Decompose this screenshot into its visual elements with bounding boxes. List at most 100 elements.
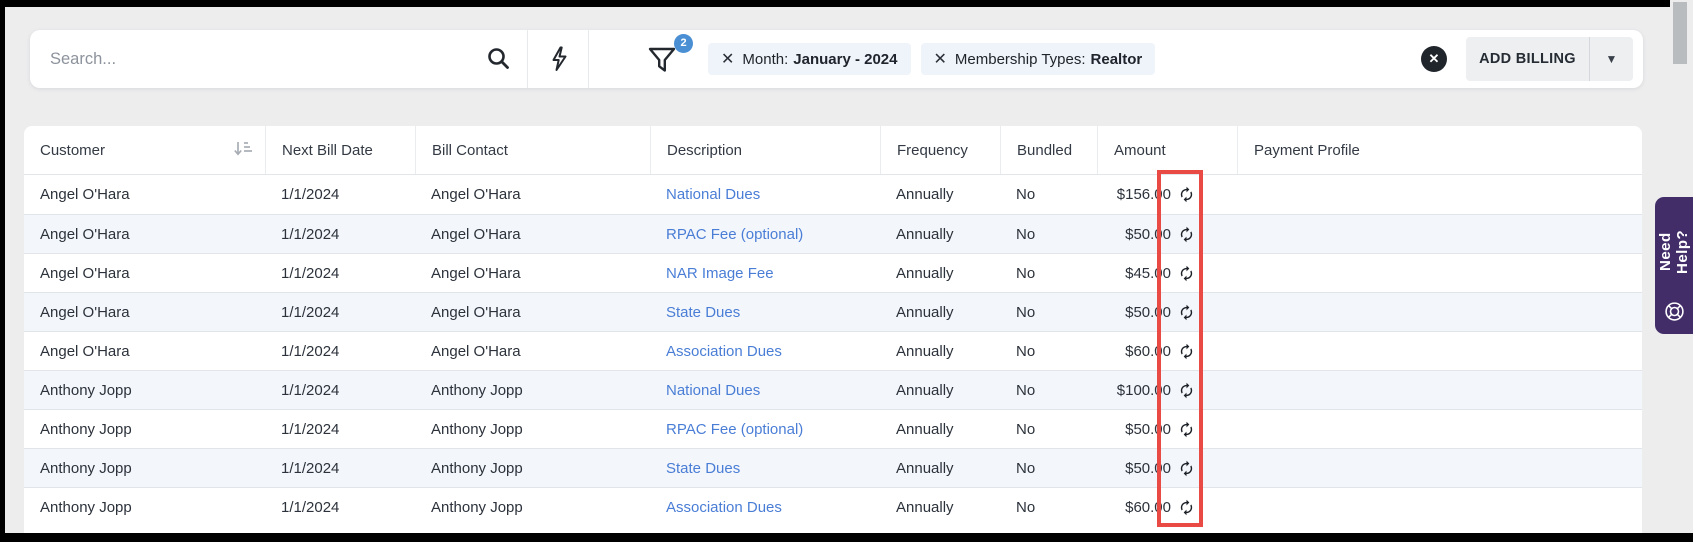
cell-customer: Angel O'Hara xyxy=(40,186,130,203)
cell-bill-contact: Angel O'Hara xyxy=(431,342,521,360)
column-header-description[interactable]: Description xyxy=(650,126,880,174)
cell-bundled: No xyxy=(1016,420,1036,438)
column-header-bundled[interactable]: Bundled xyxy=(1000,126,1097,174)
chip-remove-icon[interactable]: ✕ xyxy=(721,51,735,68)
add-billing-button[interactable]: ADD BILLING xyxy=(1466,37,1589,81)
column-header-label: Customer xyxy=(40,141,106,159)
column-header-bill-contact[interactable]: Bill Contact xyxy=(415,126,650,174)
cell-frequency: Annually xyxy=(896,498,954,516)
toolbar-divider xyxy=(588,30,589,88)
cell-bundled: No xyxy=(1016,459,1036,477)
cell-bundled: No xyxy=(1016,186,1036,203)
cell-amount: $50.00 xyxy=(1097,226,1237,243)
cell-frequency: Annually xyxy=(896,381,954,399)
cell-description: Association Dues xyxy=(650,343,880,360)
amount-value: $50.00 xyxy=(1125,303,1171,321)
recurring-billing-icon[interactable] xyxy=(1178,343,1195,360)
screenshot-border-bottom xyxy=(0,533,1693,542)
recurring-billing-icon[interactable] xyxy=(1178,186,1195,203)
add-billing-dropdown-button[interactable]: ▼ xyxy=(1590,37,1633,81)
recurring-billing-icon[interactable] xyxy=(1178,304,1195,321)
column-header-frequency[interactable]: Frequency xyxy=(880,126,1000,174)
description-link[interactable]: National Dues xyxy=(666,186,761,203)
cell-bill-contact: Angel O'Hara xyxy=(431,303,521,321)
cell-description: State Dues xyxy=(650,460,880,477)
column-header-amount[interactable]: Amount xyxy=(1097,126,1237,174)
chip-remove-icon[interactable]: ✕ xyxy=(933,51,947,68)
amount-value: $60.00 xyxy=(1125,498,1171,516)
cell-next-bill-date: 1/1/2024 xyxy=(281,303,340,321)
cell-bundled: No xyxy=(1016,303,1036,321)
cell-frequency: Annually xyxy=(896,225,954,243)
cell-next-bill-date: 1/1/2024 xyxy=(281,342,340,360)
recurring-billing-icon[interactable] xyxy=(1178,421,1195,438)
cell-frequency: Annually xyxy=(896,459,954,477)
table-header-row: Customer Next Bill Date Bill Contact Des… xyxy=(24,126,1642,175)
cell-next-bill-date: 1/1/2024 xyxy=(281,225,340,243)
description-link[interactable]: Association Dues xyxy=(666,342,782,360)
filters-button[interactable] xyxy=(646,46,678,79)
screenshot-border-left xyxy=(0,0,5,542)
recurring-billing-icon[interactable] xyxy=(1178,382,1195,399)
cell-next-bill-date: 1/1/2024 xyxy=(281,498,340,516)
sort-icon[interactable] xyxy=(233,140,253,161)
search-icon xyxy=(486,48,511,74)
cell-description: National Dues xyxy=(650,382,880,399)
table-row: Anthony Jopp 1/1/2024 Anthony Jopp Assoc… xyxy=(24,487,1642,526)
cell-bundled: No xyxy=(1016,264,1036,282)
cell-bundled: No xyxy=(1016,381,1036,399)
description-link[interactable]: RPAC Fee (optional) xyxy=(666,225,804,243)
cell-frequency: Annually xyxy=(896,342,954,360)
cell-amount: $60.00 xyxy=(1097,499,1237,516)
recurring-billing-icon[interactable] xyxy=(1178,499,1195,516)
cell-amount: $100.00 xyxy=(1097,382,1237,399)
recurring-billing-icon[interactable] xyxy=(1178,265,1195,282)
vertical-scrollbar-thumb[interactable] xyxy=(1673,2,1687,64)
cell-next-bill-date: 1/1/2024 xyxy=(281,381,340,399)
cell-bill-contact: Anthony Jopp xyxy=(431,459,523,477)
cell-description: National Dues xyxy=(650,186,880,203)
table-row: Angel O'Hara 1/1/2024 Angel O'Hara RPAC … xyxy=(24,214,1642,253)
description-link[interactable]: RPAC Fee (optional) xyxy=(666,420,804,438)
cell-customer: Angel O'Hara xyxy=(40,225,130,243)
lifebuoy-icon xyxy=(1664,301,1685,325)
cell-bill-contact: Anthony Jopp xyxy=(431,381,523,399)
add-billing-split-button: ADD BILLING ▼ xyxy=(1466,37,1633,81)
column-header-payment-profile[interactable]: Payment Profile xyxy=(1237,126,1642,174)
cell-next-bill-date: 1/1/2024 xyxy=(281,420,340,438)
cell-description: NAR Image Fee xyxy=(650,265,880,282)
column-header-customer[interactable]: Customer xyxy=(24,126,265,174)
column-header-next-bill-date[interactable]: Next Bill Date xyxy=(265,126,415,174)
clear-filters-button[interactable]: ✕ xyxy=(1421,46,1447,72)
cell-description: RPAC Fee (optional) xyxy=(650,421,880,438)
cell-bill-contact: Angel O'Hara xyxy=(431,225,521,243)
filter-funnel-icon xyxy=(646,47,678,79)
description-link[interactable]: National Dues xyxy=(666,381,761,399)
filter-chip-month[interactable]: ✕ Month: January - 2024 xyxy=(708,43,911,75)
cell-frequency: Annually xyxy=(896,303,954,321)
cell-customer: Angel O'Hara xyxy=(40,342,130,360)
description-link[interactable]: NAR Image Fee xyxy=(666,264,774,282)
recurring-billing-icon[interactable] xyxy=(1178,226,1195,243)
search-input[interactable] xyxy=(50,30,480,88)
amount-value: $50.00 xyxy=(1125,459,1171,477)
lightning-icon xyxy=(546,46,570,76)
description-link[interactable]: Association Dues xyxy=(666,498,782,516)
recurring-billing-icon[interactable] xyxy=(1178,460,1195,477)
cell-next-bill-date: 1/1/2024 xyxy=(281,186,340,203)
filter-chip-membership-types[interactable]: ✕ Membership Types: Realtor xyxy=(920,43,1156,75)
quick-actions-button[interactable] xyxy=(546,45,570,76)
need-help-tab[interactable]: Need Help? xyxy=(1655,197,1693,334)
cell-customer: Anthony Jopp xyxy=(40,420,132,438)
description-link[interactable]: State Dues xyxy=(666,303,741,321)
description-link[interactable]: State Dues xyxy=(666,459,741,477)
search-button[interactable] xyxy=(486,46,511,74)
amount-value: $45.00 xyxy=(1125,264,1171,282)
cell-bill-contact: Angel O'Hara xyxy=(431,186,521,203)
amount-value: $50.00 xyxy=(1125,420,1171,438)
table-row: Anthony Jopp 1/1/2024 Anthony Jopp State… xyxy=(24,448,1642,487)
active-filter-chips: ✕ Month: January - 2024 ✕ Membership Typ… xyxy=(708,43,1156,75)
cell-amount: $45.00 xyxy=(1097,265,1237,282)
cell-amount: $50.00 xyxy=(1097,304,1237,321)
clear-filters-icon: ✕ xyxy=(1428,51,1440,66)
